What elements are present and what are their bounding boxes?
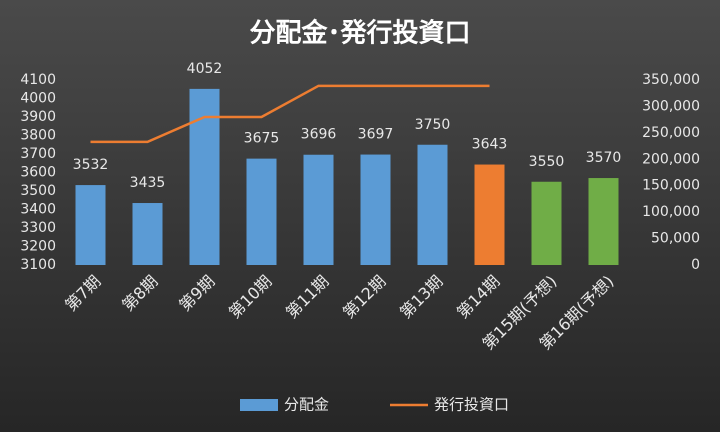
bar <box>132 203 163 265</box>
bar <box>531 181 562 265</box>
data-label: 4052 <box>187 61 223 77</box>
y-tick-label: 4100 <box>20 72 56 88</box>
y2-tick-label: 250,000 <box>642 125 700 141</box>
y-tick-label: 3700 <box>20 146 56 162</box>
bar <box>303 154 334 265</box>
data-label: 3696 <box>301 127 337 143</box>
y-tick-label: 3500 <box>20 183 56 199</box>
data-label: 3570 <box>586 150 622 166</box>
y2-tick-label: 200,000 <box>642 151 700 167</box>
y2-tick-label: 0 <box>691 257 700 273</box>
y2-tick-label: 50,000 <box>651 231 700 247</box>
data-label: 3435 <box>130 175 166 191</box>
y2-tick-label: 150,000 <box>642 178 700 194</box>
data-label: 3697 <box>358 127 394 143</box>
legend-label: 発行投資口 <box>434 396 509 414</box>
y-tick-label: 3200 <box>20 239 56 255</box>
y2-tick-label: 100,000 <box>642 204 700 220</box>
bar <box>246 158 277 265</box>
y-tick-label: 3100 <box>20 257 56 273</box>
bar <box>588 178 619 265</box>
line <box>90 84 490 144</box>
y2-tick-label: 350,000 <box>642 72 700 88</box>
y-tick-label: 3300 <box>20 220 56 236</box>
data-label: 3750 <box>415 117 451 133</box>
legend-label: 分配金 <box>284 396 329 414</box>
y2-tick-label: 300,000 <box>642 98 700 114</box>
data-label: 3532 <box>73 157 109 173</box>
chart-title: 分配金･発行投資口 <box>249 18 470 49</box>
bar <box>417 144 448 265</box>
y-tick-label: 4000 <box>20 91 56 107</box>
bar <box>75 185 106 265</box>
bar <box>474 164 505 265</box>
data-label: 3643 <box>472 137 508 153</box>
y-tick-label: 3900 <box>20 109 56 125</box>
legend-swatch <box>240 399 278 411</box>
y-tick-label: 3600 <box>20 165 56 181</box>
data-label: 3550 <box>529 154 565 170</box>
bar <box>189 88 220 265</box>
y-tick-label: 3400 <box>20 202 56 218</box>
data-label: 3675 <box>244 131 280 147</box>
y-tick-label: 3800 <box>20 128 56 144</box>
bar <box>360 154 391 265</box>
